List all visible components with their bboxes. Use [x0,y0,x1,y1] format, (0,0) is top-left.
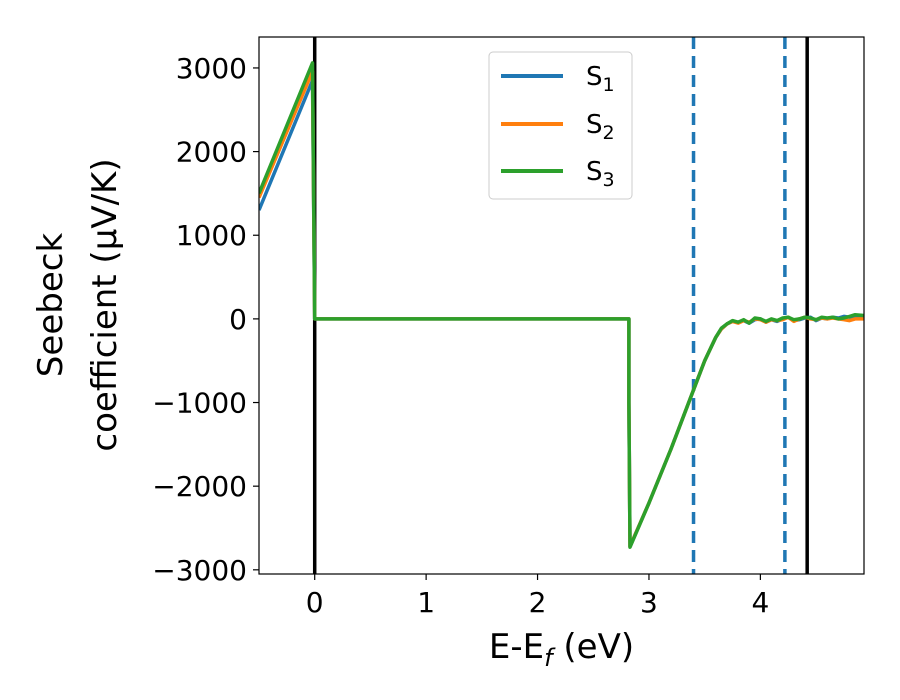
legend-label-s3-name: S [586,157,603,187]
plot-frame [258,36,865,575]
legend-label-s3-sub: 3 [603,169,615,191]
legend-label-s2: S2 [586,110,615,144]
legend-label-s3: S3 [586,157,615,191]
x-axis-title: E-Ef (eV) [489,627,634,672]
x-tick-label: 2 [529,586,547,619]
y-tick-label: 2000 [176,136,247,169]
x-axis-title-unit: (eV) [553,627,635,667]
y-tick-label: 0 [229,303,247,336]
legend-label-s1: S1 [586,62,615,96]
x-tick-label: 0 [306,586,324,619]
x-axis-title-main: E-E [489,627,544,667]
series-lines [259,61,864,549]
y-axis-title-line2: coefficient (μV/K) [85,158,125,451]
x-tick-label: 1 [417,586,435,619]
y-axis-title-line1: Seebeck [31,233,71,378]
x-tick-label: 3 [640,586,658,619]
y-tick-label: −3000 [152,554,247,587]
y-tick-label: −2000 [152,470,247,503]
axis-ticks: 0 1 2 3 4 3000 2000 1000 0 −1000 −2000 −3000 [152,52,769,619]
legend-label-s2-sub: 2 [603,122,615,144]
series-line-s3 [259,61,864,549]
y-tick-label: 3000 [176,52,247,85]
legend-label-s1-sub: 1 [603,74,615,96]
y-tick-label: 1000 [176,219,247,252]
x-tick-label: 4 [751,586,769,619]
legend-label-s1-name: S [586,62,603,92]
legend: S1 S2 S3 [488,51,633,200]
y-tick-label: −1000 [152,387,247,420]
legend-label-s2-name: S [586,110,603,140]
